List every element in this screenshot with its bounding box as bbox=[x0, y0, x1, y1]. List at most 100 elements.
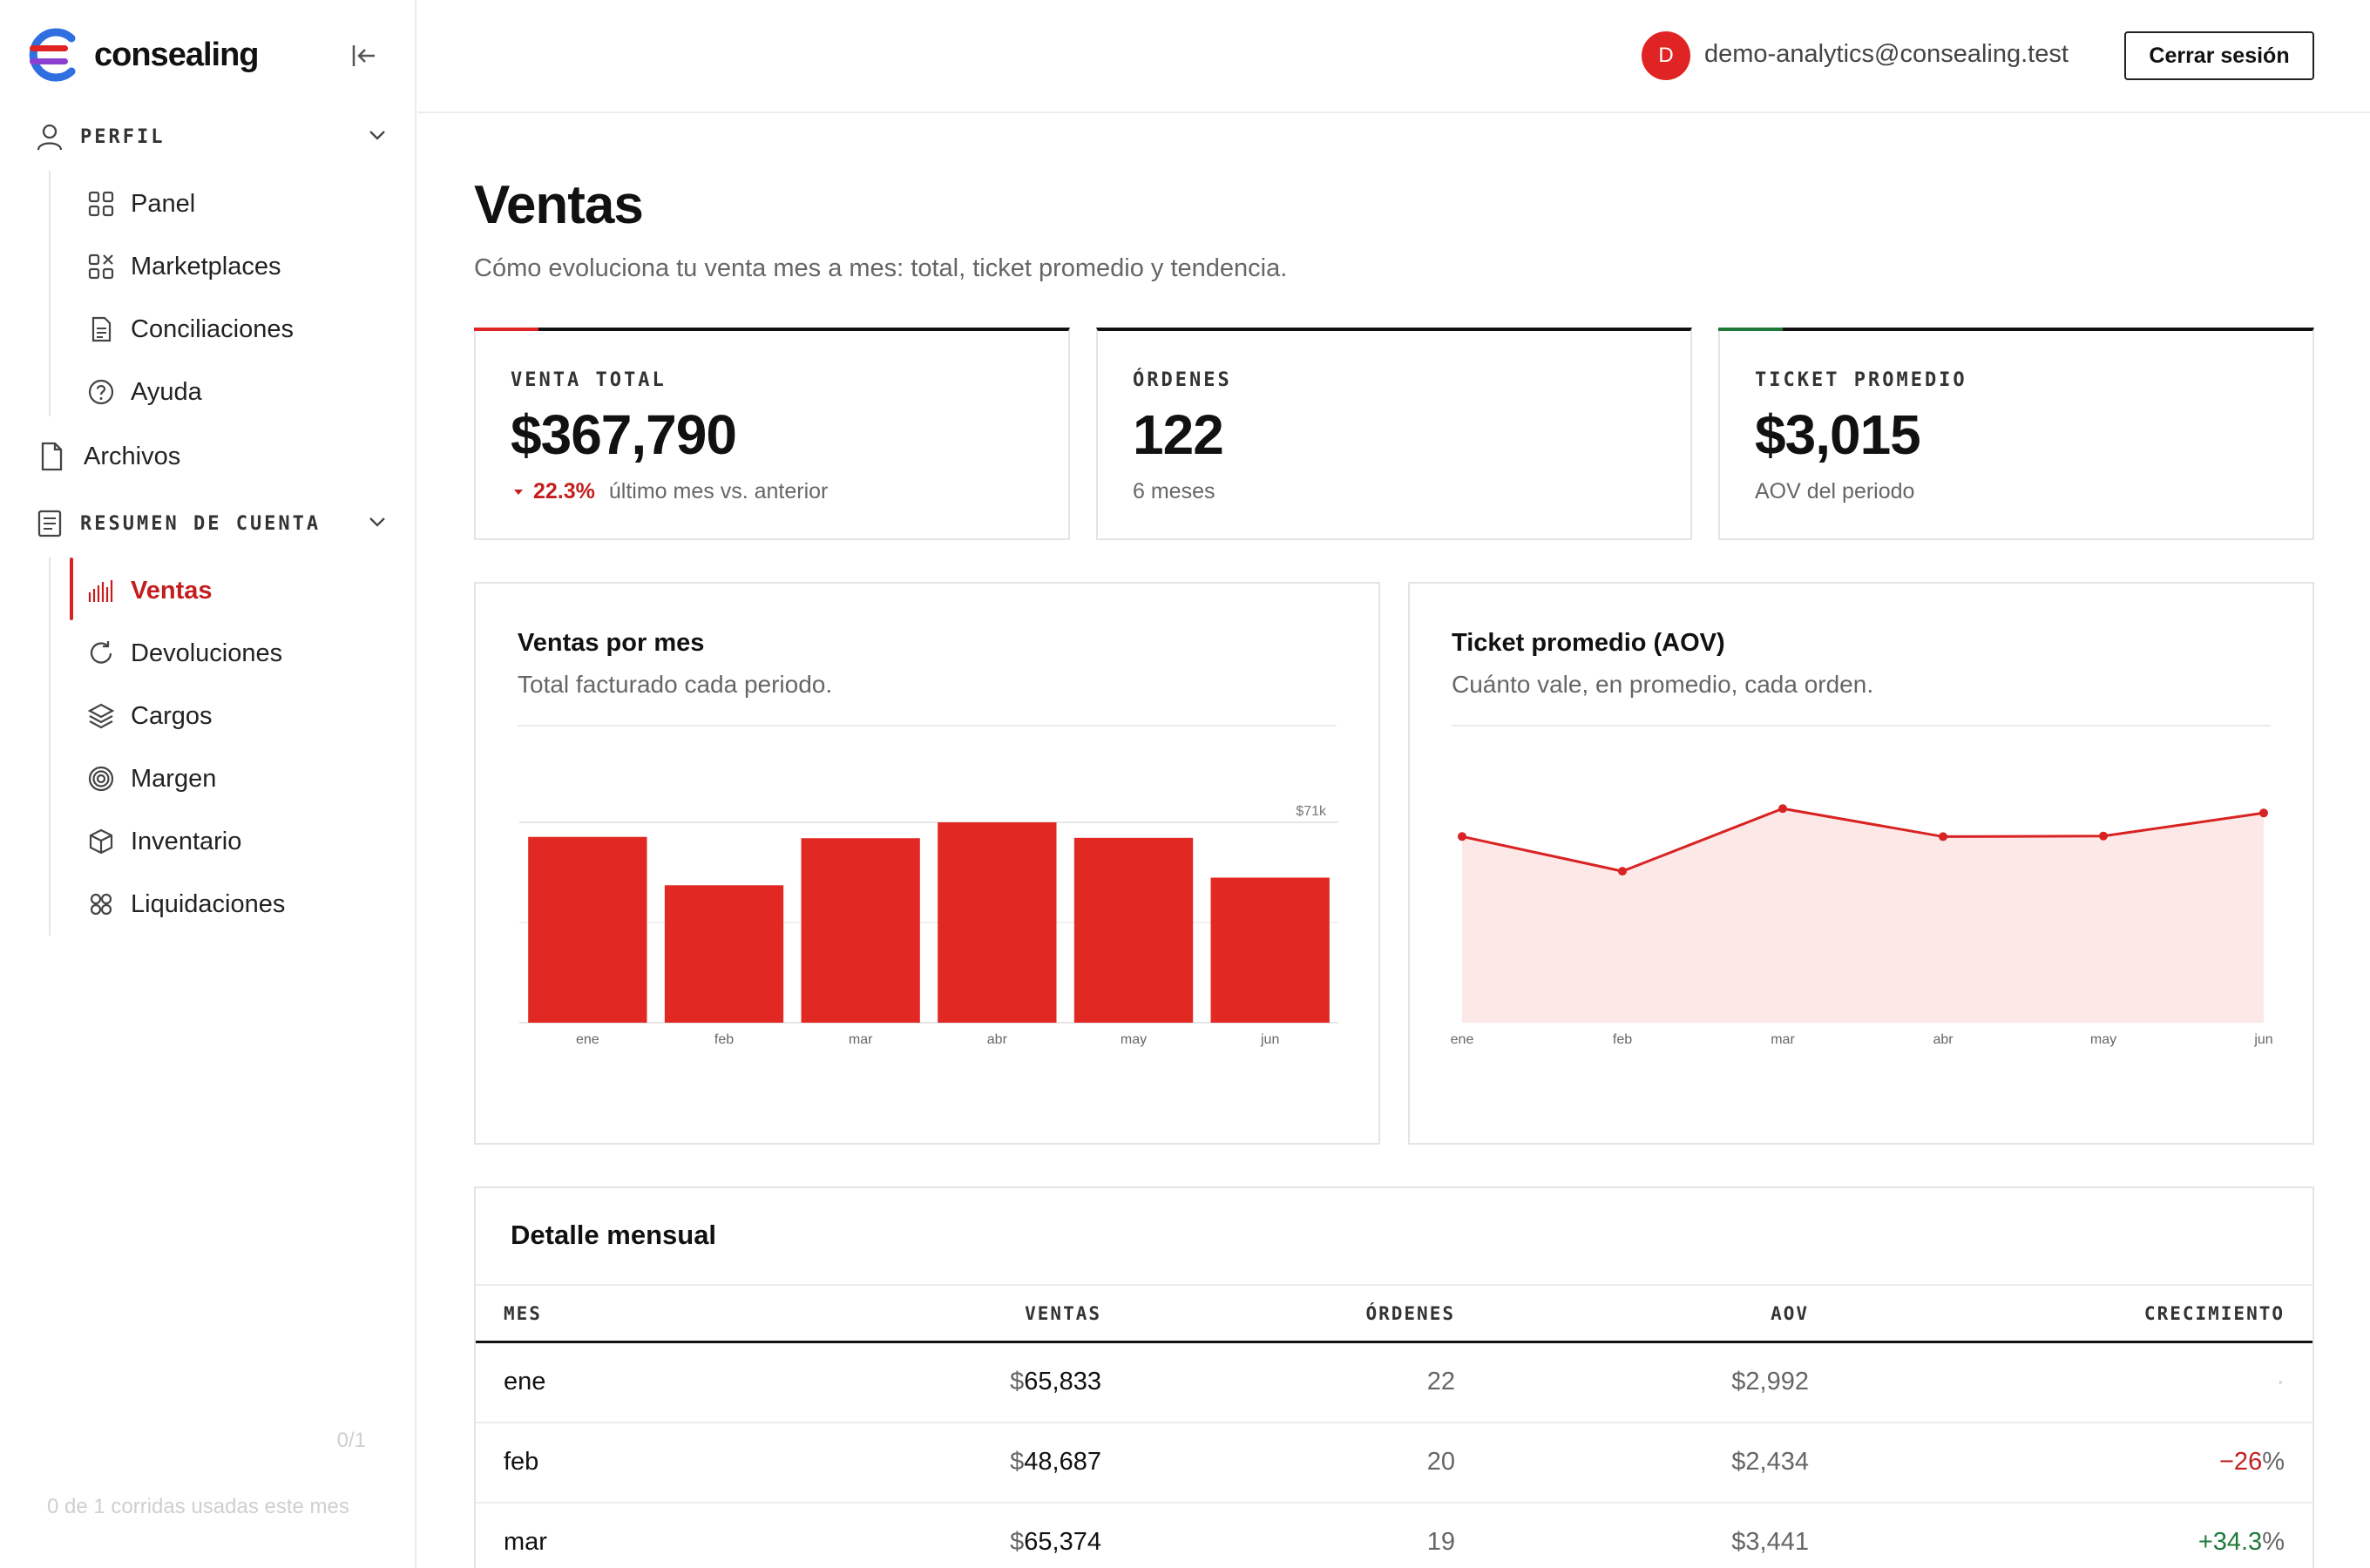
grid-icon bbox=[88, 191, 114, 217]
marketplaces-icon bbox=[88, 253, 114, 280]
currency-symbol: $ bbox=[1010, 1528, 1025, 1556]
help-icon bbox=[88, 379, 114, 405]
kpi-label: VENTA TOTAL bbox=[511, 369, 667, 391]
sidebar-item-marketplaces[interactable]: Marketplaces bbox=[87, 242, 383, 291]
document-icon bbox=[91, 316, 112, 342]
x-tick-label: ene bbox=[576, 1032, 599, 1047]
sidebar-item-label: Ayuda bbox=[131, 377, 202, 406]
bar-ene bbox=[528, 836, 647, 1023]
chart-subtitle: Total facturado cada periodo. bbox=[518, 671, 833, 698]
x-tick-label: jun bbox=[1260, 1032, 1279, 1047]
currency-symbol: $ bbox=[1010, 1368, 1025, 1396]
sidebar-item-label: Margen bbox=[131, 764, 217, 793]
cell-mes: feb bbox=[504, 1448, 539, 1476]
logout-button[interactable]: Cerrar sesión bbox=[2124, 31, 2314, 80]
currency-symbol: $ bbox=[1010, 1448, 1025, 1476]
sidebar-item-ayuda[interactable]: Ayuda bbox=[87, 368, 383, 416]
sidebar-item-liquidaciones[interactable]: Liquidaciones bbox=[87, 880, 383, 929]
target-icon bbox=[88, 766, 114, 792]
sidebar-item-devoluciones[interactable]: Devoluciones bbox=[87, 629, 383, 678]
th-ventas[interactable]: VENTAS bbox=[1025, 1303, 1101, 1324]
section-perfil[interactable]: PERFIL bbox=[35, 122, 389, 152]
consealing-logo-icon bbox=[29, 28, 76, 82]
tree-line bbox=[49, 171, 51, 416]
x-tick-label: jun bbox=[2253, 1032, 2272, 1047]
bar-feb bbox=[664, 885, 784, 1023]
sidebar-item-panel[interactable]: Panel bbox=[87, 179, 383, 228]
percent-symbol: % bbox=[2262, 1448, 2285, 1476]
bar-mar bbox=[801, 838, 920, 1023]
kpi-value: $3,015 bbox=[1755, 403, 1921, 466]
page-subtitle: Cómo evoluciona tu venta mes a mes: tota… bbox=[474, 254, 1288, 282]
sidebar-item-archivos[interactable]: Archivos bbox=[37, 441, 180, 472]
point-may bbox=[2099, 831, 2108, 841]
active-indicator bbox=[70, 558, 73, 620]
sidebar-item-margen[interactable]: Margen bbox=[87, 754, 383, 803]
sidebar: consealing PERFIL Panel bbox=[0, 0, 416, 1568]
chart-title: Ticket promedio (AOV) bbox=[1452, 629, 1725, 657]
sidebar-item-cargos[interactable]: Cargos bbox=[87, 692, 383, 740]
list-document-icon bbox=[37, 510, 62, 537]
collapse-sidebar-button[interactable] bbox=[347, 38, 382, 73]
sidebar-item-label: Archivos bbox=[84, 442, 181, 470]
cell-crecimiento: +34.3% bbox=[2198, 1528, 2285, 1557]
sidebar-item-label: Panel bbox=[131, 189, 196, 218]
section-resumen-de-cuenta[interactable]: RESUMEN DE CUENTA bbox=[35, 509, 389, 538]
chart-title: Ventas por mes bbox=[518, 629, 705, 657]
point-ene bbox=[1458, 832, 1466, 841]
chevron-down-icon bbox=[369, 517, 385, 527]
sidebar-item-label: Liquidaciones bbox=[131, 889, 286, 918]
bars-icon bbox=[88, 580, 113, 602]
kpi-label: TICKET PROMEDIO bbox=[1755, 369, 1967, 391]
point-mar bbox=[1778, 804, 1787, 814]
kpi-card-ordenes: ÓRDENES 122 6 meses bbox=[1096, 328, 1692, 540]
cell-mes: ene bbox=[504, 1368, 546, 1396]
kpi-card-venta-total: VENTA TOTAL $367,790 22.3% último mes vs… bbox=[474, 328, 1070, 540]
point-feb bbox=[1618, 867, 1627, 876]
brand[interactable]: consealing bbox=[28, 26, 259, 84]
th-mes[interactable]: MES bbox=[504, 1303, 542, 1324]
collapse-left-icon bbox=[352, 45, 375, 66]
usage-text: 0 de 1 corridas usadas este mes bbox=[47, 1495, 349, 1518]
table-row[interactable]: feb $48,687 20 $2,434 −26% bbox=[476, 1423, 2312, 1504]
table-row[interactable]: mar $65,374 19 $3,441 +34.3% bbox=[476, 1504, 2312, 1568]
sidebar-item-label: Cargos bbox=[131, 701, 213, 730]
cell-crecimiento: −26% bbox=[2219, 1448, 2285, 1477]
cell-ventas-value: 65,374 bbox=[1024, 1528, 1101, 1556]
point-jun bbox=[2259, 808, 2268, 818]
page-title: Ventas bbox=[474, 175, 644, 235]
kpi-note: 6 meses bbox=[1133, 479, 1215, 504]
usage-count: 0/1 bbox=[336, 1429, 366, 1452]
sidebar-item-ventas[interactable]: Ventas bbox=[87, 566, 383, 615]
cell-ordenes: 20 bbox=[1426, 1448, 1455, 1476]
file-icon bbox=[41, 442, 63, 471]
sales-chart-card: Ventas por mes Total facturado cada peri… bbox=[474, 582, 1380, 1145]
chart-divider bbox=[1452, 725, 2271, 727]
sidebar-item-inventario[interactable]: Inventario bbox=[87, 817, 383, 866]
th-crecimiento[interactable]: CRECIMIENTO bbox=[2143, 1303, 2285, 1324]
x-tick-label: ene bbox=[1451, 1032, 1474, 1047]
sidebar-item-conciliaciones[interactable]: Conciliaciones bbox=[87, 305, 383, 354]
kpi-value: $367,790 bbox=[511, 403, 737, 466]
layers-icon bbox=[87, 703, 115, 729]
avatar[interactable]: D bbox=[1642, 31, 1690, 80]
kpi-label: ÓRDENES bbox=[1133, 369, 1232, 391]
cell-ventas: $48,687 bbox=[1010, 1448, 1101, 1477]
x-tick-label: abr bbox=[1933, 1032, 1954, 1047]
chevron-down-icon bbox=[369, 131, 385, 140]
cell-aov: $2,434 bbox=[1731, 1448, 1809, 1476]
kpi-delta: 22.3% bbox=[533, 479, 595, 504]
monthly-detail-table: Detalle mensual MES VENTAS ÓRDENES AOV C… bbox=[474, 1186, 2314, 1568]
cell-ventas-value: 48,687 bbox=[1024, 1448, 1101, 1476]
user-email: demo-analytics@consealing.test bbox=[1704, 40, 2069, 68]
table-row[interactable]: ene $65,833 22 $2,992 · bbox=[476, 1343, 2312, 1423]
cell-ventas-value: 65,833 bbox=[1024, 1368, 1101, 1396]
bar-abr bbox=[938, 822, 1057, 1023]
aov-chart-card: Ticket promedio (AOV) Cuánto vale, en pr… bbox=[1408, 582, 2314, 1145]
area-fill bbox=[1462, 808, 2264, 1023]
cell-ordenes: 22 bbox=[1426, 1368, 1455, 1396]
th-aov[interactable]: AOV bbox=[1771, 1303, 1809, 1324]
th-ordenes[interactable]: ÓRDENES bbox=[1365, 1303, 1455, 1324]
top-bar: D demo-analytics@consealing.test Cerrar … bbox=[418, 0, 2370, 113]
percent-symbol: % bbox=[2262, 1528, 2285, 1556]
